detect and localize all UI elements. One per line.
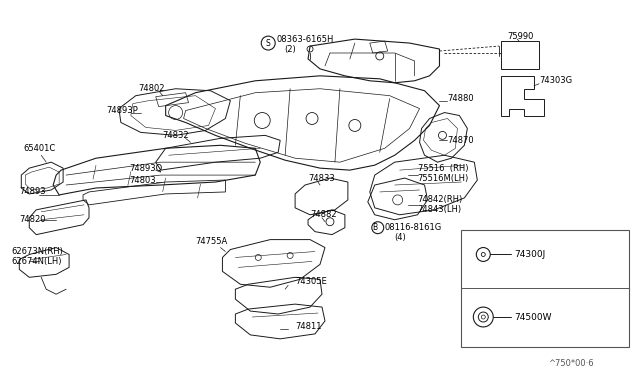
- Text: 74833: 74833: [308, 174, 335, 183]
- Text: 74802: 74802: [139, 84, 165, 93]
- Text: 74880: 74880: [447, 94, 474, 103]
- Text: 08116-8161G: 08116-8161G: [385, 223, 442, 232]
- Text: 74832: 74832: [163, 131, 189, 140]
- Text: 74500W: 74500W: [514, 312, 552, 321]
- Text: 74303G: 74303G: [539, 76, 572, 85]
- Text: (4): (4): [395, 233, 406, 242]
- Text: 65401C: 65401C: [23, 144, 56, 153]
- Text: 74882: 74882: [310, 210, 337, 219]
- Text: 74842(RH): 74842(RH): [417, 195, 463, 204]
- Text: 74893Q: 74893Q: [129, 164, 162, 173]
- Text: 74755A: 74755A: [196, 237, 228, 246]
- Text: 74305E: 74305E: [295, 277, 327, 286]
- Text: 75990: 75990: [507, 32, 534, 41]
- Text: 74300J: 74300J: [514, 250, 545, 259]
- Text: 74843(LH): 74843(LH): [417, 205, 461, 214]
- Text: 75516M(LH): 75516M(LH): [417, 174, 469, 183]
- Text: (2): (2): [284, 45, 296, 54]
- Text: 62673N(RH): 62673N(RH): [12, 247, 63, 256]
- Text: 74870: 74870: [447, 136, 474, 145]
- Text: 75516  (RH): 75516 (RH): [417, 164, 468, 173]
- Text: 08363-6165H: 08363-6165H: [276, 35, 333, 44]
- Text: 74811: 74811: [295, 323, 322, 331]
- Text: 62674N(LH): 62674N(LH): [12, 257, 62, 266]
- Text: 74803: 74803: [129, 176, 156, 185]
- Text: ^750*00·6: ^750*00·6: [548, 359, 594, 368]
- Text: 74893P: 74893P: [106, 106, 138, 115]
- Text: S: S: [266, 39, 271, 48]
- Text: B: B: [372, 223, 378, 232]
- Text: 74820: 74820: [19, 215, 46, 224]
- Text: 74893: 74893: [19, 187, 46, 196]
